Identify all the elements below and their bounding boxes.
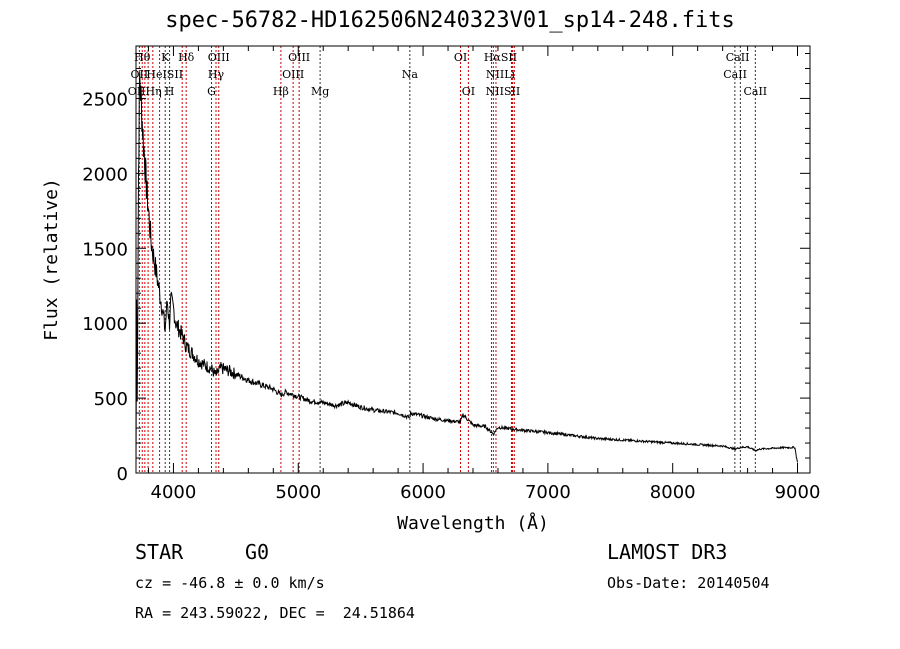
y-tick-label: 500 [94,389,128,410]
line-label: G [207,85,216,98]
x-tick-label: 7000 [525,482,571,503]
line-label: Hδ [178,51,195,64]
y-axis-label: Flux (relative) [41,178,62,341]
line-label: CaII [726,51,750,64]
coordinates: RA = 243.59022, DEC = 24.51864 [135,604,415,622]
x-tick-label: 9000 [775,482,821,503]
object-subclass: G0 [245,540,270,564]
x-tick-label: 4000 [151,482,197,503]
line-label: CaII [743,85,767,98]
x-axis-label: Wavelength (Å) [397,512,549,534]
line-label: HαSII [484,51,517,64]
line-label: OI [454,51,467,64]
line-label: Hθ [134,51,151,64]
y-tick-label: 0 [117,464,128,485]
y-tick-label: 1500 [82,239,128,260]
object-class: STAR [135,540,184,564]
y-axis-ticks: 0 500 1000 1500 2000 2500 [82,52,810,485]
y-tick-label: 1000 [82,314,128,335]
spectral-line-markers [138,46,756,473]
y-tick-label: 2500 [82,89,128,110]
obs-date: Obs-Date: 20140504 [607,574,770,592]
line-label: CaII [723,68,747,81]
redshift-cz: cz = -46.8 ± 0.0 km/s [135,574,325,592]
line-label: OIII [288,51,310,64]
line-label: Na [402,68,419,81]
x-tick-label: 6000 [400,482,446,503]
survey-name: LAMOST DR3 [607,540,728,564]
line-label: NIISII [486,85,521,98]
line-label: Hγ [208,68,225,81]
x-axis-ticks: 4000 5000 6000 7000 8000 9000 [147,46,821,503]
spectrum-line [135,71,798,466]
line-label: OIII [282,68,304,81]
line-label: NIILi [486,68,516,81]
chart-title: spec-56782-HD162506N240323V01_sp14-248.f… [165,8,735,33]
line-label: H [165,85,175,98]
line-label: OIII [208,51,230,64]
x-tick-label: 5000 [275,482,321,503]
y-tick-label: 2000 [82,164,128,185]
x-tick-label: 8000 [650,482,696,503]
line-label: Hβ [273,85,289,98]
line-label: K [161,51,170,64]
line-label: Mg [311,85,329,98]
line-label: HeISII [146,68,183,81]
plot-frame [135,45,811,474]
line-label: OI [462,85,475,98]
line-label: OIIHη [128,85,162,98]
